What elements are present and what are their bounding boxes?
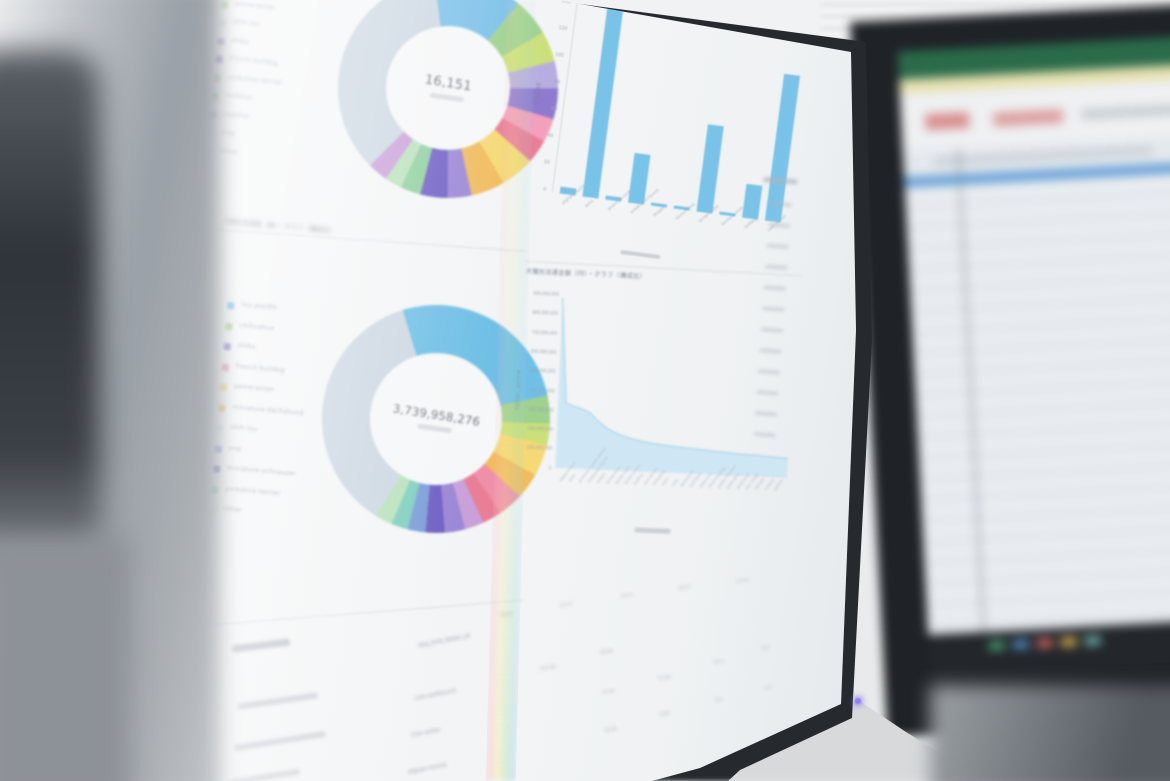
right-monitor bbox=[850, 3, 1170, 738]
foreground-dark-edge bbox=[0, 50, 100, 565]
sheet-tab bbox=[1036, 638, 1054, 649]
sheet-tab bbox=[1060, 636, 1077, 647]
right-monitor-screen bbox=[897, 34, 1170, 681]
foreground-blur-band bbox=[0, 535, 130, 781]
desk-shadow bbox=[930, 685, 1170, 781]
sheet-tab bbox=[1084, 635, 1101, 646]
formula-smudge bbox=[933, 146, 1154, 166]
toolbar-smudge bbox=[1080, 103, 1170, 120]
excel-grid bbox=[904, 170, 1170, 635]
sheet-tab bbox=[1012, 639, 1030, 650]
screen-light-wash bbox=[196, 0, 856, 781]
power-led bbox=[855, 698, 861, 704]
toolbar-red-blob bbox=[992, 108, 1064, 127]
sheet-tab bbox=[988, 640, 1006, 651]
toolbar-red-blob bbox=[924, 111, 970, 131]
